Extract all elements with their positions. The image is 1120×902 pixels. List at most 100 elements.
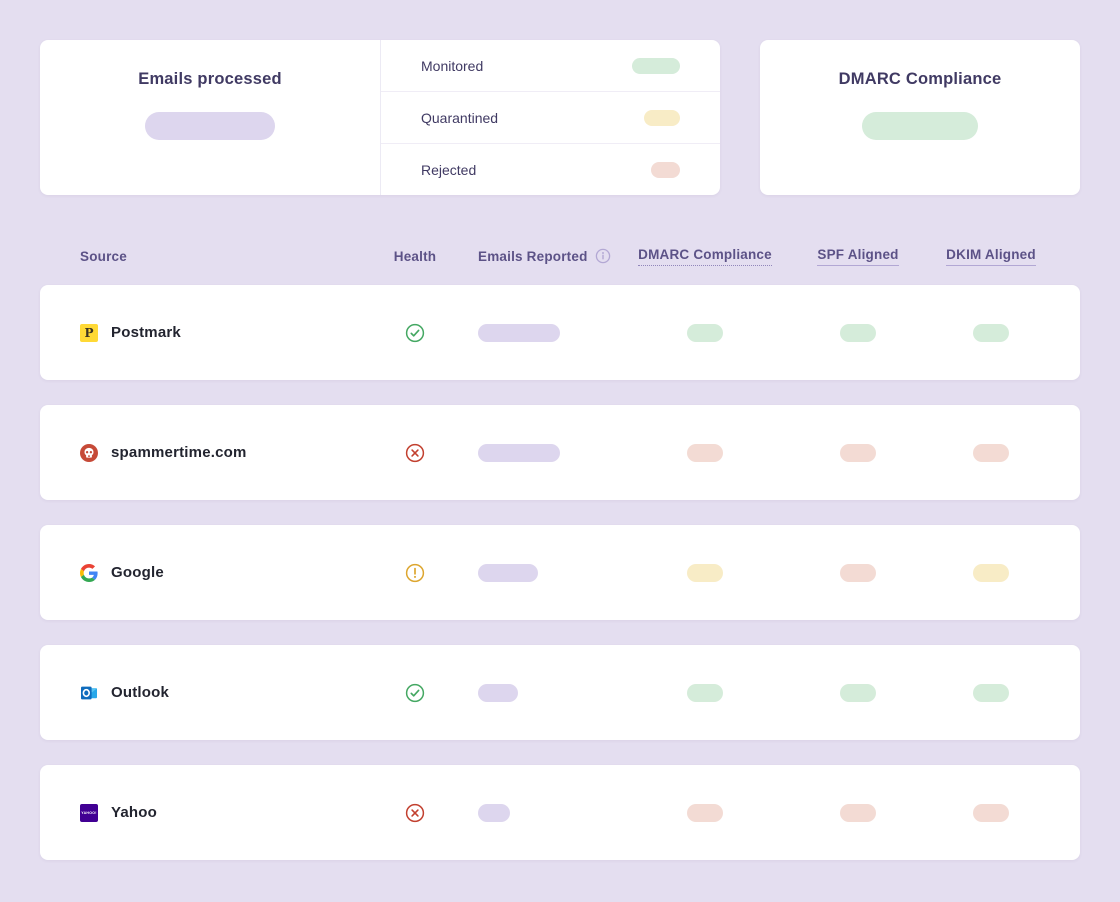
source-name: Outlook [111,684,170,701]
dmarc-compliance-title: DMARC Compliance [838,70,1002,88]
source-name: Postmark [111,324,181,341]
dkim-aligned-pill [973,803,1009,822]
source-cell: Google [80,525,164,620]
yahoo-logo-icon: YAHOO! [80,803,98,822]
emails-reported-pill [478,323,560,342]
source-cell: P Postmark [80,285,181,380]
dmarc-compliance-pill [687,683,723,702]
spf-aligned-cell [798,525,918,620]
spf-aligned-cell [798,285,918,380]
monitored-label: Monitored [421,57,484,74]
emails-processed-title: Emails processed [138,70,282,88]
dmarc-compliance-card: DMARC Compliance [760,40,1080,195]
monitored-value-pill [632,57,680,74]
health-cell [365,765,465,860]
emails-reported-cell [478,525,538,620]
table-row-outlook[interactable]: Outlook [40,645,1080,740]
table-row-yahoo[interactable]: YAHOO! Yahoo [40,765,1080,860]
health-cell [365,645,465,740]
dkim-aligned-cell [931,285,1051,380]
table-row-google[interactable]: Google [40,525,1080,620]
dkim-aligned-cell [931,405,1051,500]
spf-aligned-pill [840,563,876,582]
health-cell [365,525,465,620]
spf-aligned-cell [798,765,918,860]
spf-aligned-cell [798,405,918,500]
spf-aligned-cell [798,645,918,740]
spf-aligned-pill [840,443,876,462]
emails-reported-pill [478,683,518,702]
dmarc-compliance-pill [687,323,723,342]
column-header-health: Health [365,240,465,272]
dmarc-compliance-pill [687,563,723,582]
emails-reported-pill [478,563,538,582]
emails-reported-cell [478,645,518,740]
dmarc-compliance-cell [625,405,785,500]
breakdown-row-quarantined: Quarantined [381,91,720,143]
emails-reported-header-label: Emails Reported [478,248,588,264]
dkim-aligned-pill [973,443,1009,462]
dkim-aligned-pill [973,323,1009,342]
dkim-aligned-cell [931,525,1051,620]
spf-aligned-header-label: SPF Aligned [817,247,899,266]
dmarc-compliance-pill [687,803,723,822]
health-ok-icon [405,683,425,703]
health-cell [365,285,465,380]
emails-reported-cell [478,765,510,860]
spam-skull-icon [80,443,98,462]
health-warning-icon [405,563,425,583]
spf-aligned-pill [840,803,876,822]
health-ok-icon [405,323,425,343]
dkim-aligned-pill [973,683,1009,702]
breakdown-row-monitored: Monitored [381,40,720,91]
column-header-emails-reported: Emails Reported [478,240,611,272]
emails-reported-cell [478,285,560,380]
google-logo-icon [80,563,98,582]
rejected-label: Rejected [421,161,477,178]
outlook-logo-icon [80,684,98,702]
dkim-aligned-header-label: DKIM Aligned [946,247,1036,266]
dmarc-compliance-header-label: DMARC Compliance [638,247,772,266]
emails-processed-value-pill [145,112,275,140]
rejected-value-pill [651,161,680,178]
emails-processed-section: Emails processed [40,40,380,195]
dmarc-compliance-cell [625,525,785,620]
table-row-spammertime[interactable]: spammertime.com [40,405,1080,500]
source-cell: Outlook [80,645,169,740]
health-cell [365,405,465,500]
spf-aligned-pill [840,683,876,702]
spf-aligned-pill [840,323,876,342]
column-header-dmarc-compliance[interactable]: DMARC Compliance [625,240,785,272]
sources-table-header: Source Health Emails Reported DMARC Comp… [40,240,1080,272]
dmarc-compliance-cell [625,645,785,740]
dmarc-compliance-cell [625,765,785,860]
source-cell: spammertime.com [80,405,247,500]
quarantined-value-pill [644,109,680,126]
table-row-postmark[interactable]: P Postmark [40,285,1080,380]
column-header-source: Source [80,240,127,272]
postmark-logo-icon: P [80,323,98,342]
dmarc-compliance-pill [687,443,723,462]
breakdown-row-rejected: Rejected [381,143,720,195]
dmarc-compliance-value-pill [862,112,978,140]
disposition-breakdown: Monitored Quarantined Rejected [380,40,720,195]
quarantined-label: Quarantined [421,109,499,126]
health-error-icon [405,803,425,823]
dkim-aligned-pill [973,563,1009,582]
health-header-label: Health [393,248,437,264]
info-circle-icon[interactable] [595,248,611,264]
source-header-label: Source [80,248,127,264]
emails-reported-cell [478,405,560,500]
column-header-dkim-aligned[interactable]: DKIM Aligned [931,240,1051,272]
source-name: spammertime.com [111,444,247,461]
emails-processed-card: Emails processed Monitored Quarantined R… [40,40,720,195]
source-name: Yahoo [111,804,158,821]
dkim-aligned-cell [931,765,1051,860]
source-name: Google [111,564,164,581]
dmarc-compliance-cell [625,285,785,380]
emails-reported-pill [478,803,510,822]
dkim-aligned-cell [931,645,1051,740]
source-cell: YAHOO! Yahoo [80,765,157,860]
column-header-spf-aligned[interactable]: SPF Aligned [798,240,918,272]
